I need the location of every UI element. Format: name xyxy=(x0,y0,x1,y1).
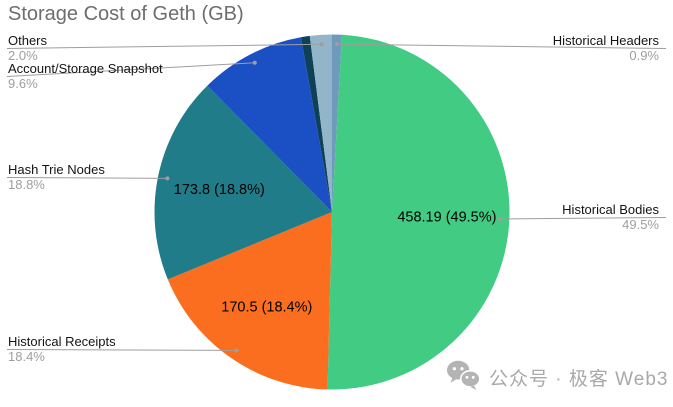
slice-label: Historical Headers xyxy=(552,33,659,48)
slice-percent: 9.6% xyxy=(8,76,38,91)
chart-title: Storage Cost of Geth (GB) xyxy=(8,3,244,25)
slice-label: Hash Trie Nodes xyxy=(8,162,105,177)
callout-account-storage-snapshot: Account/Storage Snapshot 9.6% xyxy=(8,62,163,91)
pie-slice-hash-trie-nodes xyxy=(154,85,332,280)
leader-line xyxy=(6,62,255,77)
slice-value-label: 170.5 (18.4%) xyxy=(221,300,312,316)
slice-label: Account/Storage Snapshot xyxy=(8,61,163,76)
watermark-text: 公众号 · 极客 Web3 xyxy=(489,369,669,390)
pie-slice-account-storage-snapshot xyxy=(207,37,332,212)
slice-percent: 49.5% xyxy=(622,217,659,232)
leader-line xyxy=(6,177,168,179)
slice-percent: 2.0% xyxy=(8,48,38,63)
leader-line xyxy=(499,217,667,220)
leader-line xyxy=(6,349,237,351)
slice-percent: 18.8% xyxy=(8,177,45,192)
leader-dot xyxy=(234,348,239,353)
callout-historical-receipts: Historical Receipts 18.4% xyxy=(8,335,116,364)
callout-historical-headers: Historical Headers 0.9% xyxy=(553,34,659,63)
slice-label: Others xyxy=(8,33,48,48)
pie-slice-historical-receipts xyxy=(167,212,332,390)
callout-hash-trie-nodes: Hash Trie Nodes 18.8% xyxy=(8,163,105,192)
pie-slice-historical-bodies xyxy=(327,34,510,390)
leader-line xyxy=(336,43,667,49)
wechat-icon xyxy=(446,359,481,396)
pie-slice-historical-headers xyxy=(332,34,343,213)
slice-percent: 18.4% xyxy=(8,349,45,364)
pie-slice-others xyxy=(309,34,332,212)
callout-others: Others 2.0% xyxy=(8,34,47,63)
slice-label: Historical Receipts xyxy=(8,334,116,349)
slice-value-label: 458.19 (49.5%) xyxy=(397,210,496,226)
leader-dot xyxy=(497,216,502,221)
slice-value-label: 173.8 (18.8%) xyxy=(174,182,265,198)
leader-dot xyxy=(252,60,257,65)
watermark: 公众号 · 极客 Web3 xyxy=(446,359,668,396)
leader-line xyxy=(6,43,322,49)
pie-slice-unlabeled xyxy=(300,35,332,213)
slice-label: Historical Bodies xyxy=(562,202,659,217)
callout-historical-bodies: Historical Bodies 49.5% xyxy=(562,203,659,232)
leader-dot xyxy=(319,42,324,47)
slice-percent: 0.9% xyxy=(629,48,659,63)
leader-dot xyxy=(165,176,170,181)
leader-dot xyxy=(334,42,339,47)
